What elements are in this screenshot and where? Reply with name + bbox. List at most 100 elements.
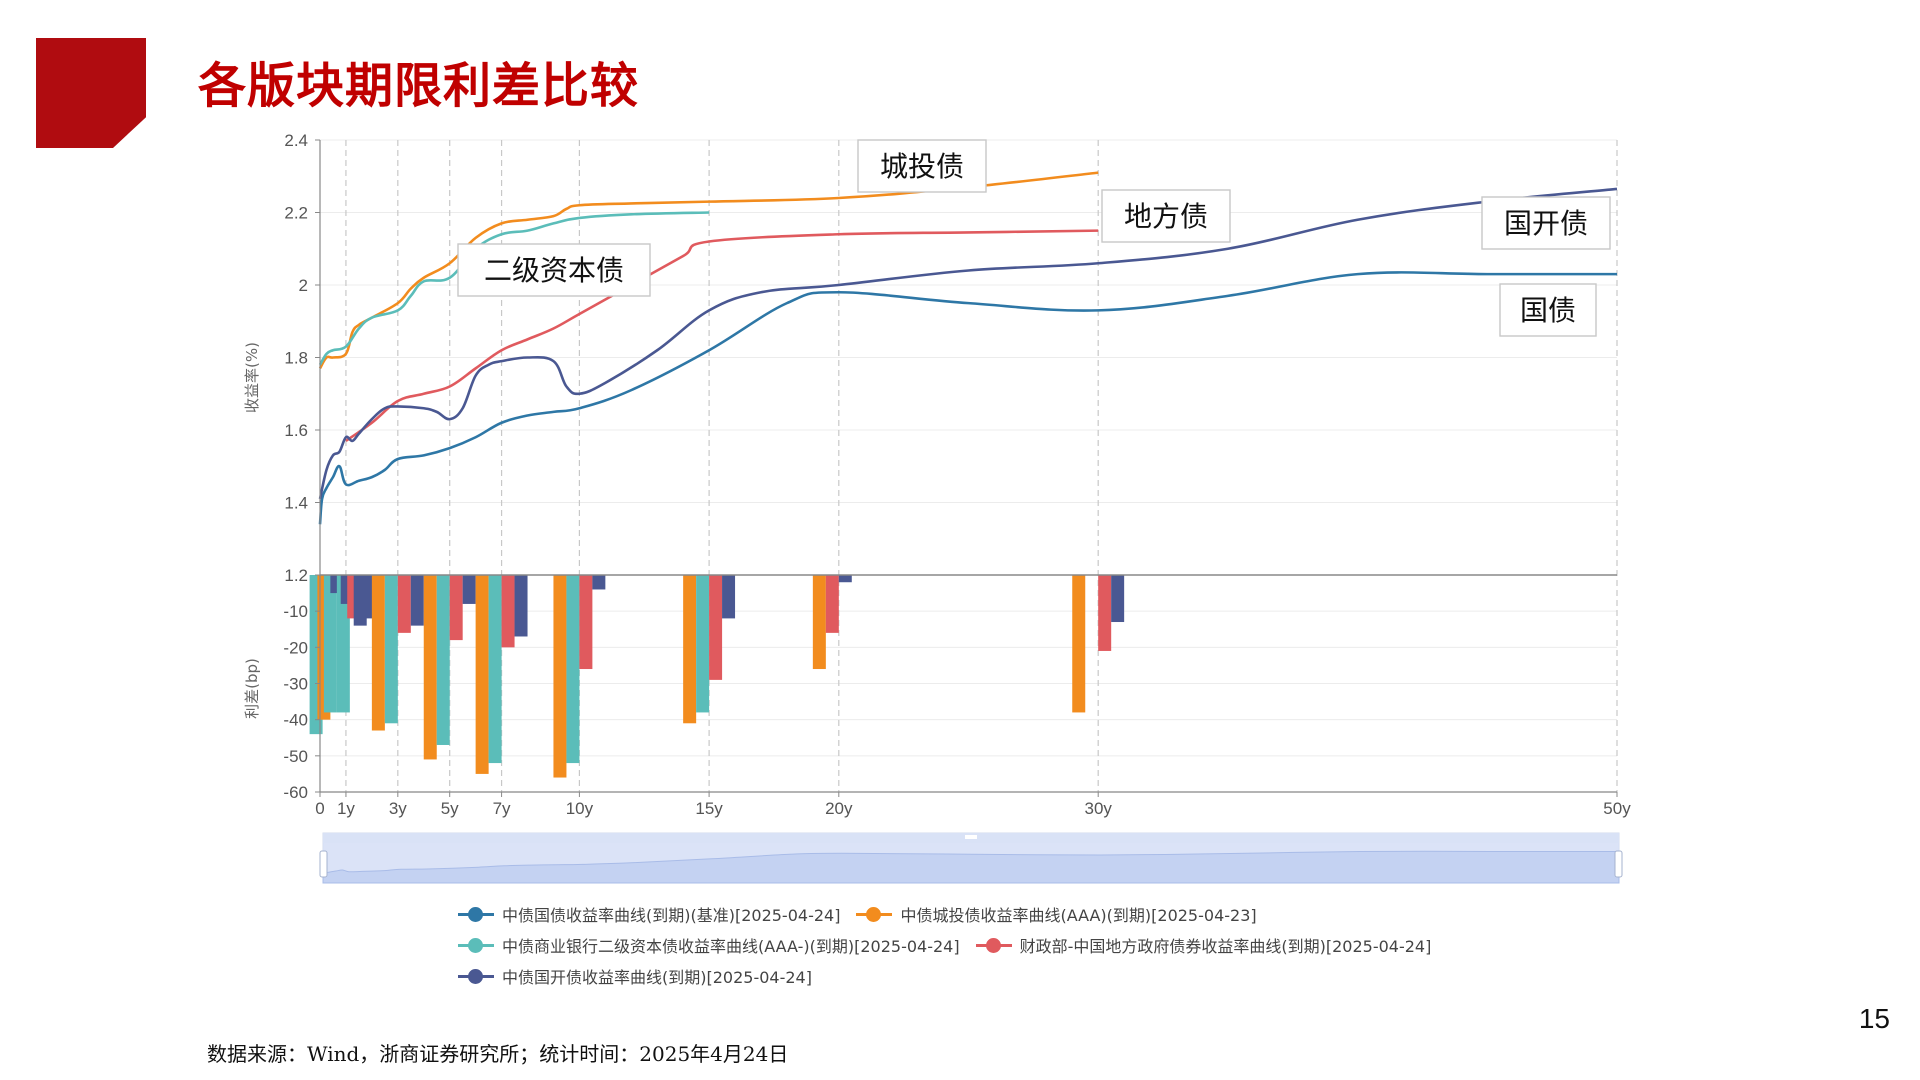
legend-item[interactable]: 中债城投债收益率曲线(AAA)(到期)[2025-04-23] — [856, 902, 1257, 926]
top-y-tick-label: 1.6 — [284, 421, 308, 440]
spread-bar — [1072, 575, 1086, 713]
spread-bar — [825, 575, 839, 633]
x-tick-label: 50y — [1603, 799, 1631, 818]
spread-bar — [722, 575, 736, 619]
x-tick-label: 0 — [315, 799, 324, 818]
spread-bar — [361, 575, 375, 619]
callout-label: 城投债 — [880, 150, 964, 183]
top-y-axis-title: 收益率(%) — [243, 342, 261, 413]
spread-bar — [696, 575, 710, 713]
top-y-tick-label: 2.2 — [284, 204, 308, 223]
callout-tier2-capital: 二级资本债 — [457, 243, 651, 297]
x-tick-label: 10y — [566, 799, 594, 818]
spread-bar — [501, 575, 515, 648]
callout-treasury: 国债 — [1499, 283, 1597, 337]
bottom-y-tick-label: -40 — [283, 711, 308, 730]
legend-label: 中债城投债收益率曲线(AAA)(到期)[2025-04-23] — [900, 905, 1257, 925]
spread-bar — [1098, 575, 1112, 651]
grid-layer — [320, 139, 1618, 793]
callout-label: 国债 — [1520, 294, 1576, 327]
legend-item[interactable]: 中债商业银行二级资本债收益率曲线(AAA-)(到期)[2025-04-24] — [458, 933, 960, 957]
bottom-y-axis-title: 利差(bp) — [243, 658, 261, 719]
callout-cdb: 国开债 — [1481, 196, 1611, 250]
bottom-y-tick-label: -10 — [283, 602, 308, 621]
title-accent-block — [36, 38, 146, 148]
callout-box — [1101, 189, 1231, 243]
spread-bar — [579, 575, 593, 670]
callout-urban-investment: 城投债 — [857, 139, 987, 193]
bottom-y-tick-label: -50 — [283, 747, 308, 766]
page-title: 各版块期限利差比较 — [198, 58, 640, 114]
spread-bar — [462, 575, 476, 604]
legend-label: 财政部-中国地方政府债券收益率曲线(到期)[2025-04-24] — [1019, 936, 1432, 956]
spread-bar — [371, 575, 385, 731]
axes-layer: 1.2 1.4 1.6 1.8 2 2.2 2.4 -10 -20 -30 -40 -50 -60 0 1y… — [243, 131, 1631, 818]
bottom-y-tick-label: -30 — [283, 675, 308, 694]
callout-box — [1499, 283, 1597, 337]
legend-row: 中债商业银行二级资本债收益率曲线(AAA-)(到期)[2025-04-24] 财政… — [458, 929, 1558, 960]
zoom-drag-grip — [965, 835, 977, 839]
legend-row: 中债国开债收益率曲线(到期)[2025-04-24] — [458, 960, 1558, 991]
callout-box — [457, 243, 651, 297]
spread-bars — [309, 575, 1125, 778]
spread-bar — [436, 575, 450, 745]
zoom-preview-area — [322, 850, 1620, 884]
urban-investment-yield-line — [318, 171, 1099, 370]
legend-item[interactable]: 中债国债收益率曲线(到期)(基准)[2025-04-24] — [458, 902, 840, 926]
spread-bar — [323, 575, 337, 713]
legend-marker-icon — [856, 906, 893, 922]
data-source-note: 数据来源：Wind，浙商证券研究所；统计时间：2025年4月24日 — [207, 1042, 789, 1066]
x-tick-label: 20y — [825, 799, 853, 818]
spread-bar — [397, 575, 411, 633]
top-y-tick-label: 1.2 — [284, 566, 308, 585]
spread-bar — [592, 575, 606, 590]
spread-bar — [336, 575, 350, 713]
spread-bar — [514, 575, 528, 637]
yield-lines — [318, 171, 1618, 525]
zoom-handle-right — [1614, 850, 1623, 878]
legend-label: 中债国债收益率曲线(到期)(基准)[2025-04-24] — [502, 905, 841, 925]
x-tick-label: 5y — [441, 799, 459, 818]
x-tick-label: 7y — [493, 799, 511, 818]
spread-bar — [838, 575, 852, 583]
spread-bar — [683, 575, 697, 724]
legend-item[interactable]: 财政部-中国地方政府债券收益率曲线(到期)[2025-04-24] — [975, 933, 1432, 957]
spread-bar — [449, 575, 463, 641]
callout-label: 国开债 — [1504, 207, 1588, 240]
legend-label: 中债商业银行二级资本债收益率曲线(AAA-)(到期)[2025-04-24] — [502, 936, 960, 956]
spread-bar — [488, 575, 502, 764]
spread-bar — [475, 575, 489, 774]
spread-bar — [709, 575, 723, 680]
x-tick-label: 1y — [337, 799, 355, 818]
legend-marker-icon — [458, 968, 494, 984]
local-government-yield-line — [345, 229, 1099, 442]
bottom-y-tick-label: -60 — [283, 783, 308, 802]
top-y-tick-label: 2.4 — [284, 131, 308, 150]
callout-box — [857, 139, 987, 193]
tier2-capital-yield-line — [318, 211, 710, 366]
bottom-y-tick-label: -20 — [283, 638, 308, 657]
callout-label: 地方债 — [1124, 200, 1208, 233]
legend-item[interactable]: 中债国开债收益率曲线(到期)[2025-04-24] — [458, 964, 812, 988]
legend-marker-icon — [975, 937, 1012, 953]
chart-legend[interactable]: 中债国债收益率曲线(到期)(基准)[2025-04-24] 中债城投债收益率曲线(… — [458, 898, 1558, 991]
spread-bar — [812, 575, 826, 670]
top-y-tick-label: 1.8 — [284, 349, 308, 368]
spread-bar — [384, 575, 398, 724]
data-zoom-slider[interactable] — [319, 832, 1623, 884]
cdb-yield-line — [318, 187, 1618, 500]
x-tick-label: 15y — [695, 799, 723, 818]
callout-label: 二级资本债 — [484, 254, 624, 287]
spread-bar — [566, 575, 580, 764]
x-tick-label: 3y — [389, 799, 407, 818]
spread-bar — [553, 575, 567, 778]
spread-bar — [410, 575, 424, 626]
legend-row: 中债国债收益率曲线(到期)(基准)[2025-04-24] 中债城投债收益率曲线(… — [458, 898, 1558, 929]
page-number: 15 — [1858, 1003, 1890, 1034]
top-y-tick-label: 2 — [299, 276, 308, 295]
spread-bar — [423, 575, 437, 760]
zoom-handle-left — [319, 850, 328, 878]
treasury-yield-line — [318, 271, 1617, 525]
